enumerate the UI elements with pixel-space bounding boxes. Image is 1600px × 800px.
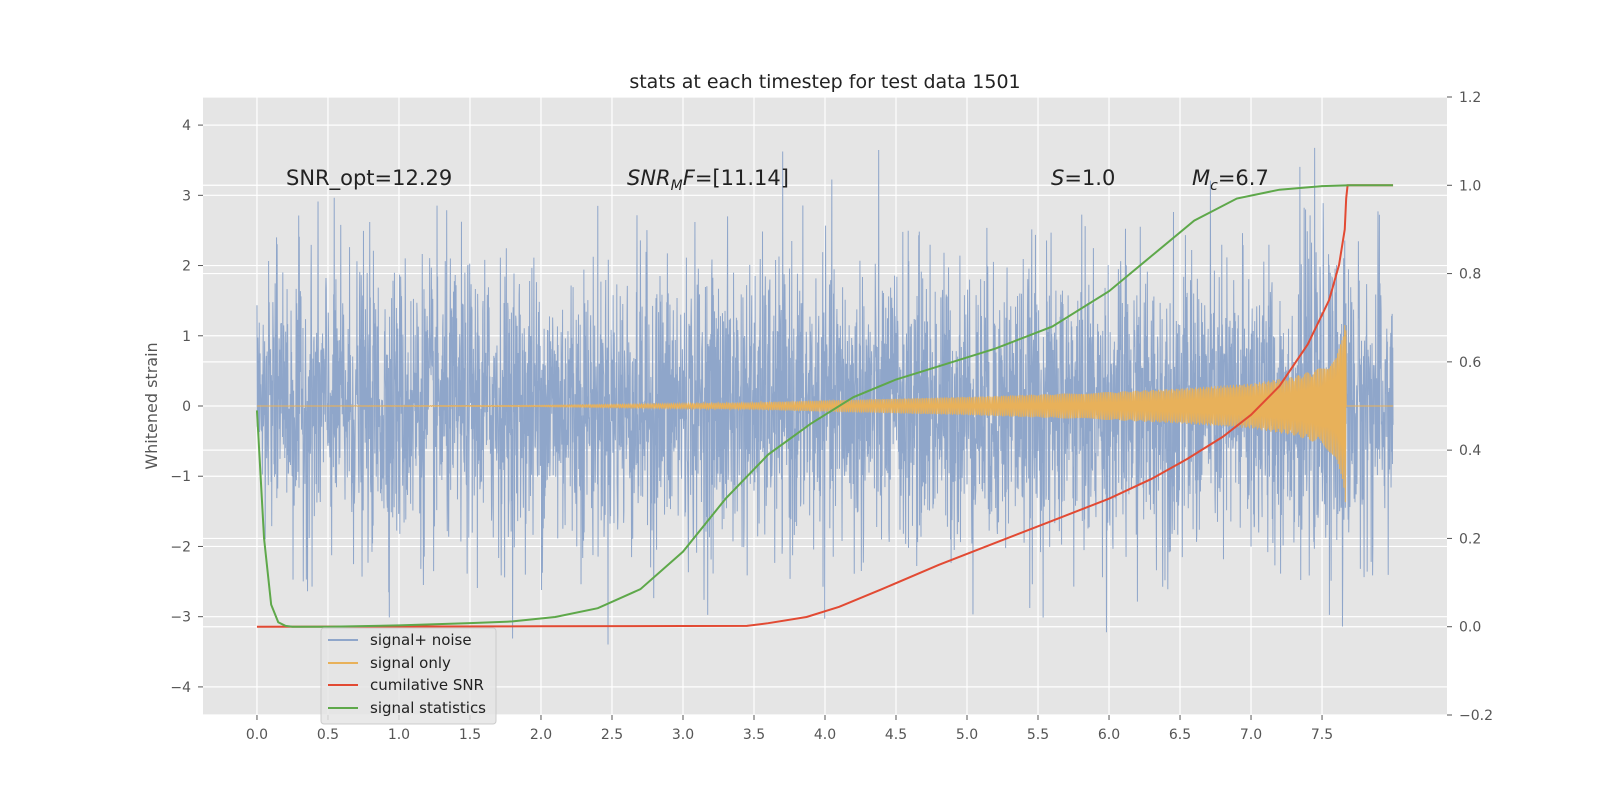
legend-label-signal-only: signal only (370, 654, 451, 672)
x-tick-label: 1.5 (459, 727, 481, 743)
annotation-s-symbol: S (1051, 166, 1064, 190)
y-tick-label: 4 (182, 118, 191, 134)
x-tick-label: 1.0 (388, 727, 410, 743)
series-layer (255, 147, 1394, 645)
y2-tick-label: 0.2 (1459, 531, 1481, 547)
annotation-snr-mf-symbol: SNR (627, 166, 671, 190)
x-tick-label: 5.5 (1027, 727, 1049, 743)
x-tick-label: 6.5 (1169, 727, 1191, 743)
annotation-snr-mf-value: =[11.14] (695, 166, 789, 190)
x-tick-label: 3.5 (743, 727, 765, 743)
x-tick-label: 2.0 (530, 727, 552, 743)
x-tick-label: 5.0 (956, 727, 978, 743)
y-axis-label: Whitened strain (142, 342, 161, 469)
x-tick-label: 7.5 (1311, 727, 1333, 743)
series-signal-only (256, 325, 1394, 503)
axis-ticks: 0.0 0.5 1.0 1.5 2.0 2.5 3.0 3.5 4.0 4.5 5.0 5.5 6.0 6… (170, 90, 1493, 743)
annotation-mc-symbol: M (1192, 166, 1210, 190)
y-tick-label: −4 (170, 680, 191, 696)
x-tick-label: 7.0 (1240, 727, 1262, 743)
x-tick-label: 2.5 (601, 727, 623, 743)
annotation-s: S=1.0 (1051, 166, 1115, 190)
y2-tick-label: 0.8 (1459, 267, 1481, 283)
legend-box (320, 627, 497, 725)
y2-tick-label: 0.6 (1459, 355, 1481, 371)
x-tick-label: 3.0 (672, 727, 694, 743)
x-tick-label: 6.0 (1098, 727, 1120, 743)
y-tick-label: 1 (182, 329, 191, 345)
y-tick-label: 2 (182, 259, 191, 275)
annotation-mc-subscript: c (1210, 178, 1218, 194)
y-tick-label: −3 (170, 610, 191, 626)
legend: signal+ noise signal only cumilative SNR… (320, 627, 497, 725)
series-signal-plus-noise (256, 147, 1394, 645)
y-tick-label: 0 (182, 399, 191, 415)
annotation-mc-value: =6.7 (1218, 166, 1269, 190)
x-tick-label: 4.0 (814, 727, 836, 743)
x-tick-label: 0.0 (246, 727, 268, 743)
y-tick-label: 3 (182, 188, 191, 204)
annotation-snr-mf-subscript: M (671, 178, 683, 194)
y-tick-label: −2 (170, 539, 191, 555)
y2-tick-label: 0.4 (1459, 443, 1481, 459)
series-signal-statistics (255, 184, 1394, 628)
x-tick-label: 0.5 (317, 727, 339, 743)
annotation-snr-opt: SNR_opt=12.29 (286, 166, 452, 191)
annotation-snr-mf-symbol-end: F (683, 166, 696, 190)
series-cumulative-snr (256, 184, 1394, 628)
legend-label-signal-statistics: signal statistics (370, 699, 486, 717)
chart-title: stats at each timestep for test data 150… (629, 71, 1020, 93)
y2-tick-label: −0.2 (1459, 708, 1493, 724)
x-tick-label: 4.5 (885, 727, 907, 743)
annotation-s-value: =1.0 (1064, 166, 1115, 190)
y2-tick-label: 1.2 (1459, 90, 1481, 106)
y-tick-label: −1 (170, 469, 191, 485)
legend-label-signal-plus-noise: signal+ noise (370, 631, 472, 649)
annotation-snr-mf: SNRMF=[11.14] (627, 166, 789, 194)
legend-label-cumulative-snr: cumilative SNR (370, 676, 484, 694)
y2-tick-label: 0.0 (1459, 620, 1481, 636)
y2-tick-label: 1.0 (1459, 178, 1481, 194)
annotation-mc: Mc=6.7 (1192, 166, 1269, 194)
